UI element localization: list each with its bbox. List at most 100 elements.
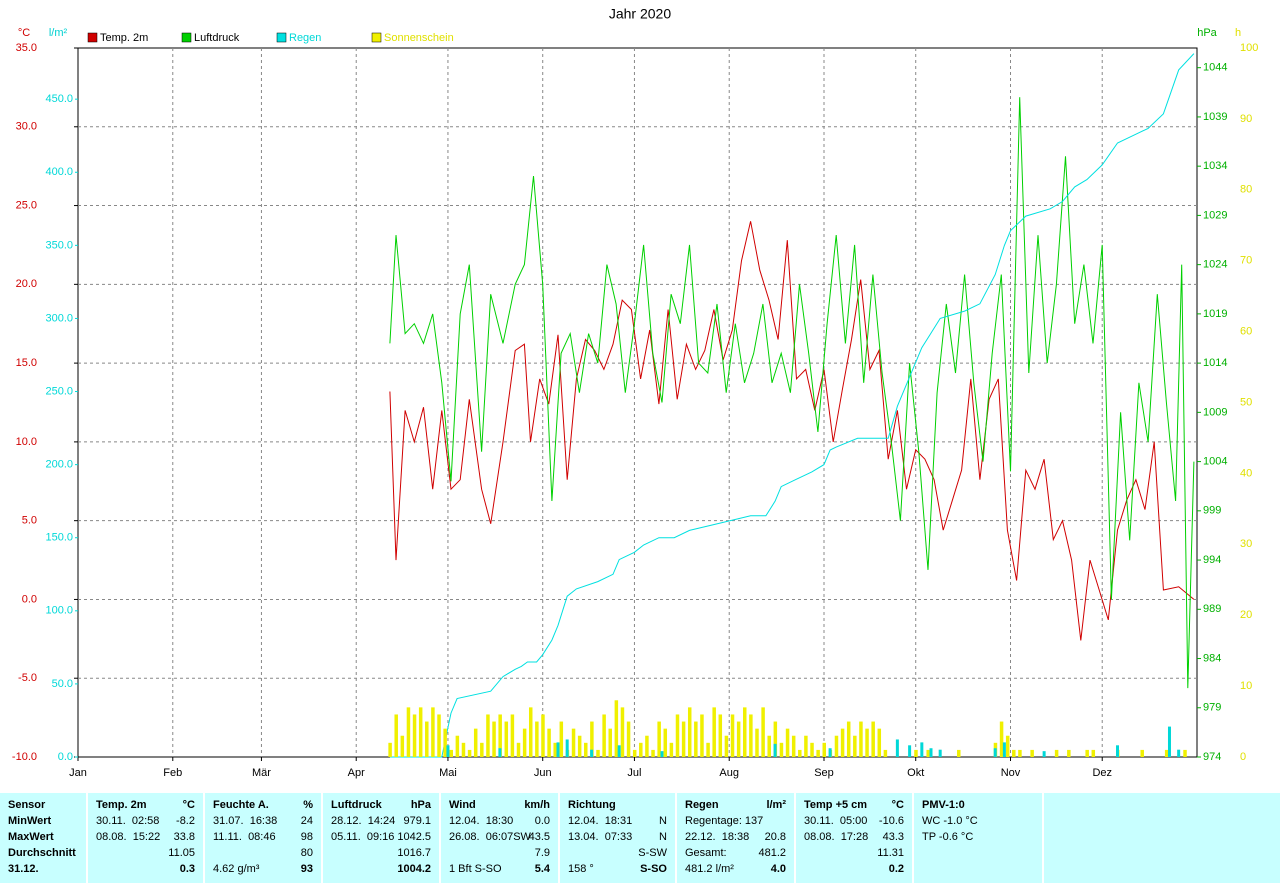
rain-bar <box>1177 749 1181 757</box>
y2-tick-label: 1029 <box>1203 209 1227 221</box>
sunshine-bar <box>853 735 857 757</box>
cell: 08.08. 15:22 <box>96 831 161 843</box>
sunshine-bar <box>859 721 863 757</box>
chart: Jahr 2020 °C l/m² hPa h Jan Feb Mär Apr Mai J… <box>12 6 1258 779</box>
y3-tick-label: 250.0 <box>45 385 73 397</box>
y3-tick-label: 400.0 <box>45 166 73 178</box>
sunshine-bar <box>510 714 515 757</box>
series-line <box>389 53 1195 758</box>
x-tick-label: Dez <box>1092 767 1112 779</box>
x-tick-label: Mär <box>252 767 271 779</box>
sunshine-bar <box>516 742 521 757</box>
y-tick-label: 0.0 <box>22 593 37 605</box>
sunshine-bar <box>431 707 435 757</box>
sunshine-bar <box>559 721 564 757</box>
y4-tick-label: 50 <box>1240 396 1252 408</box>
table-group: Sensor MinWert MaxWert Durchschnitt 31.12. <box>0 793 88 883</box>
legend-label: Regen <box>289 32 321 44</box>
sunshine-bar <box>492 721 496 757</box>
axis-unit: hPa <box>1197 27 1217 39</box>
rain-bar <box>590 749 594 757</box>
sunshine-bar <box>957 749 961 757</box>
sunshine-bar <box>840 728 845 757</box>
y2-tick-label: 1039 <box>1203 111 1227 123</box>
y3-tick-label: 300.0 <box>45 312 73 324</box>
y4-tick-label: 90 <box>1240 113 1252 125</box>
sunshine-bar <box>804 735 808 757</box>
sunshine-bar <box>602 714 606 757</box>
cell: 05.11. 09:16 <box>331 831 395 843</box>
axis-unit: °C <box>18 27 30 39</box>
rain-bar <box>565 739 569 757</box>
table-group: Temp. 2m °C 30.11. 02:58 -8.2 08.08. 15:22 33… <box>88 793 205 883</box>
rain-bar <box>920 742 924 757</box>
cell: 0.0 <box>534 815 550 827</box>
sunshine-bar <box>1012 749 1016 757</box>
cell: 12.04. 18:30 <box>449 815 514 827</box>
sunshine-bar <box>584 742 588 757</box>
rain-bar <box>993 748 997 757</box>
series-line <box>389 221 1195 641</box>
y2-tick-label: 984 <box>1203 652 1221 664</box>
x-tick-label: Aug <box>719 767 739 779</box>
sunshine-bar <box>706 742 710 757</box>
y4-tick-label: 20 <box>1240 609 1252 621</box>
cell: 26.08. 06:07SW <box>449 831 531 843</box>
sunshine-bar <box>455 735 460 757</box>
y-tick-label: 10.0 <box>16 436 37 448</box>
foot-cell: 1004.2 <box>397 863 431 875</box>
foot-cell: 0.2 <box>888 863 904 875</box>
group-title: Richtung <box>568 799 616 811</box>
y4-tick-label: 70 <box>1240 255 1252 267</box>
sunshine-bar <box>712 707 716 757</box>
sunshine-bar <box>736 721 741 757</box>
legend-swatch <box>276 32 287 43</box>
cell: 7.9 <box>534 847 550 859</box>
rain-bar <box>446 745 450 757</box>
legend-swatch <box>371 32 382 43</box>
cell: Gesamt: <box>685 847 727 859</box>
sunshine-bar <box>669 742 674 757</box>
legend-label: Luftdruck <box>194 32 240 44</box>
cell: 43.3 <box>882 831 904 843</box>
y4-tick-label: 100 <box>1240 42 1258 54</box>
cell: 11.11. 08:46 <box>213 831 276 843</box>
cell: Regentage: 137 <box>685 815 764 827</box>
group-title: Feuchte A. <box>213 799 269 811</box>
cell: 22.12. 18:38 <box>685 831 750 843</box>
y4-tick-label: 40 <box>1240 467 1252 479</box>
sunshine-bar <box>846 721 851 757</box>
y2-tick-label: 974 <box>1203 751 1221 763</box>
sunshine-bar <box>767 735 771 757</box>
cell: 1042.5 <box>397 831 431 843</box>
sunshine-bar <box>681 721 686 757</box>
cell: 43.5 <box>528 831 550 843</box>
table-group: PMV-1:0 WC -1.0 °C TP -0.6 °C <box>914 793 1044 883</box>
sunshine-bar <box>785 728 790 757</box>
sunshine-bar <box>1005 735 1010 757</box>
y-tick-label: 30.0 <box>16 121 37 133</box>
x-tick-label: Okt <box>907 767 924 779</box>
table-group: Luftdruck hPa 28.12. 14:24 979.1 05.11. 09:1… <box>323 793 441 883</box>
sunshine-bar <box>1018 749 1022 757</box>
sunshine-bar <box>1140 749 1144 757</box>
sunshine-bar <box>834 735 839 757</box>
sunshine-bar <box>761 707 765 757</box>
sunshine-bar <box>547 728 551 757</box>
sunshine-bar <box>639 742 643 757</box>
sunshine-bar <box>425 721 429 757</box>
y3-tick-label: 350.0 <box>45 239 73 251</box>
sunshine-bar <box>1183 749 1187 757</box>
cell: 11.05 <box>168 847 195 859</box>
group-unit: °C <box>891 799 904 811</box>
cell: 98 <box>300 831 313 843</box>
sunshine-bar <box>822 742 826 757</box>
sunshine-bar <box>798 749 802 757</box>
sunshine-bar <box>773 721 778 757</box>
legend-label: Sonnenschein <box>384 32 454 44</box>
sunshine-bar <box>461 742 466 757</box>
group-title: Sensor <box>8 799 46 811</box>
foot-cell: 4.0 <box>770 863 786 875</box>
rain-bar <box>660 751 664 757</box>
